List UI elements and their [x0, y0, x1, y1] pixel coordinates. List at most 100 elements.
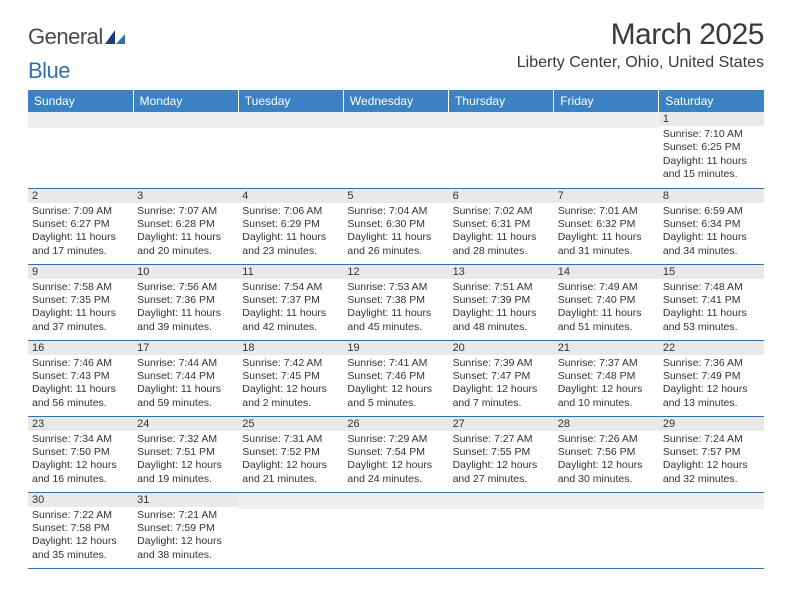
sun-info-line: Daylight: 11 hours [347, 231, 444, 244]
calendar-cell [238, 492, 343, 568]
sun-info-line: Sunset: 7:58 PM [32, 522, 129, 535]
month-title: March 2025 [517, 18, 764, 52]
sun-info-line: and 16 minutes. [32, 473, 129, 486]
sun-info-line: and 28 minutes. [453, 245, 550, 258]
calendar-cell [659, 492, 764, 568]
calendar-row: 23Sunrise: 7:34 AMSunset: 7:50 PMDayligh… [28, 416, 764, 492]
day-number: 18 [238, 341, 343, 355]
brand-logo: GeneralBlue [28, 24, 125, 84]
sun-info: Sunrise: 7:06 AMSunset: 6:29 PMDaylight:… [238, 203, 343, 259]
day-number: 26 [343, 417, 448, 431]
sun-info-line: and 42 minutes. [242, 321, 339, 334]
day-number: 10 [133, 265, 238, 279]
sun-info-line: Sunrise: 7:26 AM [558, 433, 655, 446]
sun-info-line: Sunrise: 7:39 AM [453, 357, 550, 370]
sun-info-line: Daylight: 12 hours [558, 383, 655, 396]
sun-info: Sunrise: 7:22 AMSunset: 7:58 PMDaylight:… [28, 507, 133, 563]
calendar-cell [238, 112, 343, 188]
sun-info: Sunrise: 7:42 AMSunset: 7:45 PMDaylight:… [238, 355, 343, 411]
sun-info: Sunrise: 7:53 AMSunset: 7:38 PMDaylight:… [343, 279, 448, 335]
calendar-cell: 29Sunrise: 7:24 AMSunset: 7:57 PMDayligh… [659, 416, 764, 492]
calendar-cell [343, 492, 448, 568]
calendar-cell: 9Sunrise: 7:58 AMSunset: 7:35 PMDaylight… [28, 264, 133, 340]
sun-info-line: Daylight: 11 hours [663, 231, 760, 244]
sun-info-line: and 20 minutes. [137, 245, 234, 258]
calendar-cell [449, 492, 554, 568]
sun-info-line: Daylight: 11 hours [558, 307, 655, 320]
day-number: 23 [28, 417, 133, 431]
sun-info-line: and 19 minutes. [137, 473, 234, 486]
sun-info-line: Sunset: 7:49 PM [663, 370, 760, 383]
sun-info: Sunrise: 7:32 AMSunset: 7:51 PMDaylight:… [133, 431, 238, 487]
sun-info: Sunrise: 7:10 AMSunset: 6:25 PMDaylight:… [659, 126, 764, 182]
sun-info-line: and 21 minutes. [242, 473, 339, 486]
sun-info-line: and 30 minutes. [558, 473, 655, 486]
sun-info-line: Daylight: 11 hours [242, 231, 339, 244]
sun-info: Sunrise: 7:31 AMSunset: 7:52 PMDaylight:… [238, 431, 343, 487]
day-header-row: Sunday Monday Tuesday Wednesday Thursday… [28, 90, 764, 112]
sun-info-line: Daylight: 12 hours [242, 459, 339, 472]
calendar-cell: 23Sunrise: 7:34 AMSunset: 7:50 PMDayligh… [28, 416, 133, 492]
empty-daynum-bar [343, 112, 448, 128]
day-number: 30 [28, 493, 133, 507]
sun-info-line: Sunrise: 7:46 AM [32, 357, 129, 370]
sun-info: Sunrise: 7:04 AMSunset: 6:30 PMDaylight:… [343, 203, 448, 259]
sun-info-line: Sunset: 7:52 PM [242, 446, 339, 459]
sun-info-line: Sunset: 7:35 PM [32, 294, 129, 307]
sun-info: Sunrise: 7:44 AMSunset: 7:44 PMDaylight:… [133, 355, 238, 411]
day-number: 19 [343, 341, 448, 355]
sun-info-line: Sunrise: 7:51 AM [453, 281, 550, 294]
sun-info-line: Daylight: 11 hours [32, 307, 129, 320]
sun-info-line: and 35 minutes. [32, 549, 129, 562]
sun-info-line: and 24 minutes. [347, 473, 444, 486]
sun-info-line: Sunrise: 7:22 AM [32, 509, 129, 522]
sun-info-line: Sunset: 7:56 PM [558, 446, 655, 459]
sun-info: Sunrise: 7:34 AMSunset: 7:50 PMDaylight:… [28, 431, 133, 487]
day-header: Friday [554, 90, 659, 112]
sun-info-line: Daylight: 12 hours [453, 459, 550, 472]
sun-info-line: Sunset: 7:46 PM [347, 370, 444, 383]
day-number: 28 [554, 417, 659, 431]
sun-info-line: and 45 minutes. [347, 321, 444, 334]
sun-info-line: Daylight: 11 hours [453, 231, 550, 244]
calendar-cell: 4Sunrise: 7:06 AMSunset: 6:29 PMDaylight… [238, 188, 343, 264]
day-number: 21 [554, 341, 659, 355]
calendar-cell: 22Sunrise: 7:36 AMSunset: 7:49 PMDayligh… [659, 340, 764, 416]
day-number: 12 [343, 265, 448, 279]
sun-info-line: Sunrise: 7:32 AM [137, 433, 234, 446]
header: GeneralBlue March 2025 Liberty Center, O… [28, 18, 764, 84]
calendar-cell: 20Sunrise: 7:39 AMSunset: 7:47 PMDayligh… [449, 340, 554, 416]
calendar-cell: 27Sunrise: 7:27 AMSunset: 7:55 PMDayligh… [449, 416, 554, 492]
day-header: Thursday [449, 90, 554, 112]
day-number: 6 [449, 189, 554, 203]
sun-info-line: Sunset: 6:28 PM [137, 218, 234, 231]
sun-info-line: Sunrise: 7:36 AM [663, 357, 760, 370]
sun-info-line: and 15 minutes. [663, 168, 760, 181]
sun-info-line: Sunset: 7:44 PM [137, 370, 234, 383]
sun-info: Sunrise: 7:51 AMSunset: 7:39 PMDaylight:… [449, 279, 554, 335]
day-header: Saturday [659, 90, 764, 112]
sun-info-line: and 2 minutes. [242, 397, 339, 410]
sun-info-line: Daylight: 12 hours [137, 459, 234, 472]
calendar-cell: 7Sunrise: 7:01 AMSunset: 6:32 PMDaylight… [554, 188, 659, 264]
sun-info-line: and 39 minutes. [137, 321, 234, 334]
day-number: 7 [554, 189, 659, 203]
sun-info-line: Sunset: 6:34 PM [663, 218, 760, 231]
sun-info-line: Sunrise: 7:24 AM [663, 433, 760, 446]
sun-info: Sunrise: 7:01 AMSunset: 6:32 PMDaylight:… [554, 203, 659, 259]
sun-info-line: Daylight: 12 hours [558, 459, 655, 472]
sun-info: Sunrise: 7:21 AMSunset: 7:59 PMDaylight:… [133, 507, 238, 563]
day-number: 2 [28, 189, 133, 203]
day-number: 17 [133, 341, 238, 355]
calendar-cell: 5Sunrise: 7:04 AMSunset: 6:30 PMDaylight… [343, 188, 448, 264]
day-header: Wednesday [343, 90, 448, 112]
empty-daynum-bar [238, 112, 343, 128]
calendar-cell: 18Sunrise: 7:42 AMSunset: 7:45 PMDayligh… [238, 340, 343, 416]
sun-info-line: Sunset: 6:25 PM [663, 141, 760, 154]
calendar-cell: 1Sunrise: 7:10 AMSunset: 6:25 PMDaylight… [659, 112, 764, 188]
calendar-cell [343, 112, 448, 188]
sun-info-line: Daylight: 11 hours [137, 383, 234, 396]
calendar-row: 1Sunrise: 7:10 AMSunset: 6:25 PMDaylight… [28, 112, 764, 188]
sun-info-line: Sunset: 7:57 PM [663, 446, 760, 459]
day-number: 4 [238, 189, 343, 203]
